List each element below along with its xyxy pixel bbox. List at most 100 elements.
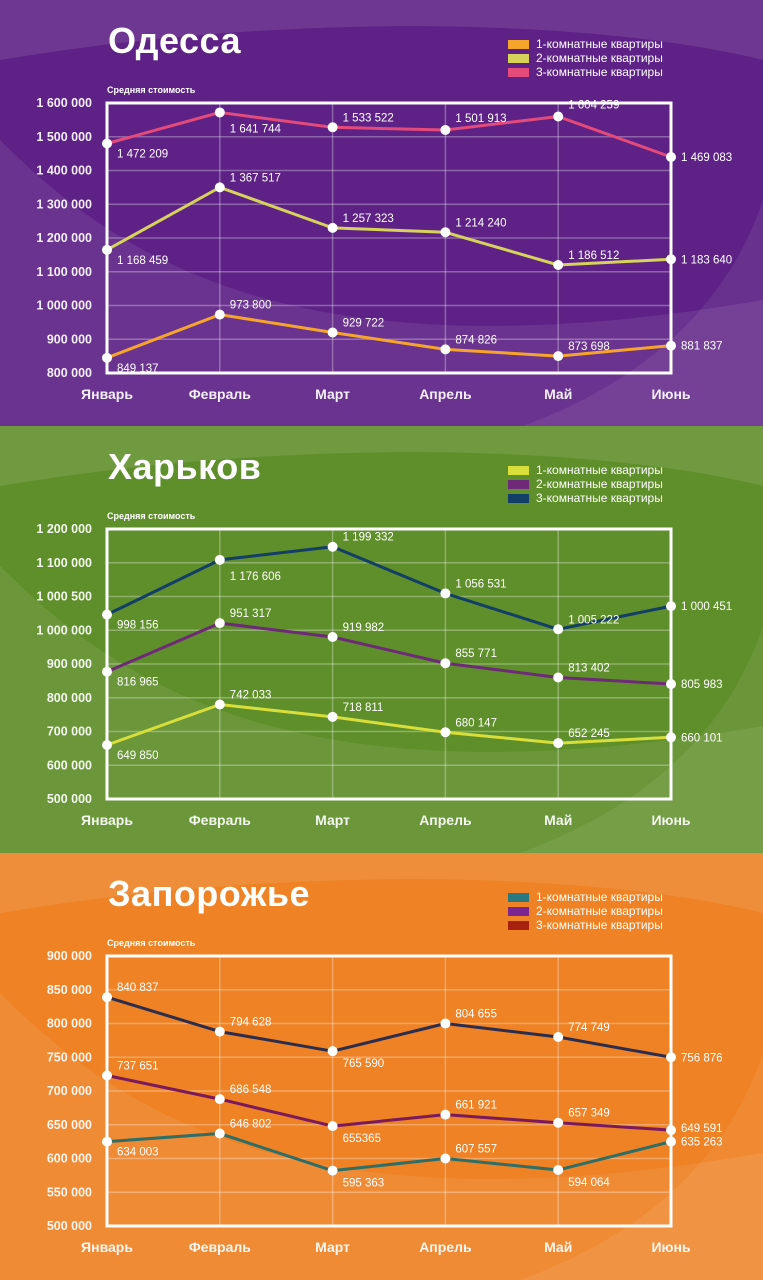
data-label: 1 183 640 (681, 254, 732, 266)
legend-item: 1-комнатные квартиры (508, 890, 663, 904)
data-point (553, 1164, 564, 1175)
y-tick-label: 1 100 000 (36, 265, 92, 279)
data-label: 742 033 (230, 690, 272, 702)
data-label: 874 826 (455, 334, 497, 346)
data-point (214, 1094, 225, 1105)
legend-label: 3-комнатные квартиры (536, 491, 663, 505)
data-point (214, 107, 225, 118)
data-label: 873 698 (568, 341, 610, 353)
series-line (106, 545, 672, 631)
y-tick-label: 1 100 000 (36, 556, 92, 570)
background-decoration (0, 853, 763, 1280)
series-line (106, 995, 672, 1059)
y-tick-label: 1 400 000 (36, 164, 92, 178)
data-label: 813 402 (568, 663, 610, 675)
data-point (553, 111, 564, 122)
legend-label: 1-комнатные квартиры (536, 37, 663, 51)
y-tick-label: 800 000 (47, 691, 92, 705)
y-axis-title: Средняя стоимость (107, 511, 196, 521)
legend: 1-комнатные квартиры 2-комнатные квартиры… (508, 463, 663, 505)
y-tick-label: 850 000 (47, 983, 92, 997)
legend: 1-комнатные квартиры 2-комнатные квартиры… (508, 890, 663, 932)
data-point (553, 738, 564, 749)
legend-item: 3-комнатные квартиры (508, 65, 663, 79)
data-point (440, 125, 451, 135)
y-tick-label: 1 000 000 (36, 623, 92, 637)
data-point (553, 351, 564, 362)
data-point (102, 1136, 112, 1147)
data-point (214, 554, 225, 565)
data-label: 1 533 522 (343, 112, 394, 124)
data-point (102, 666, 112, 677)
data-point (440, 1018, 451, 1029)
x-tick-label: Январь (81, 386, 133, 402)
data-point (327, 711, 338, 722)
y-tick-label: 700 000 (47, 1084, 92, 1098)
legend-item: 3-комнатные квартиры (508, 491, 663, 505)
legend-swatch (508, 67, 529, 77)
y-tick-label: 800 000 (47, 366, 92, 380)
data-label: 998 156 (117, 620, 159, 632)
data-point (214, 1026, 225, 1037)
data-label: 765 590 (343, 1058, 385, 1070)
data-point (327, 327, 338, 338)
data-label: 660 101 (681, 732, 723, 744)
legend-item: 2-комнатные квартиры (508, 51, 663, 65)
x-tick-label: Апрель (419, 812, 472, 828)
line-chart: Средняя стоимость 800 000 900 000 1 000 000… (36, 85, 732, 402)
chart-title: Запорожье (108, 873, 310, 914)
plot-frame (105, 954, 673, 1228)
data-point (553, 672, 564, 683)
x-tick-label: Июнь (651, 1239, 690, 1255)
data-label: 855 771 (455, 648, 497, 660)
legend-label: 2-комнатные квартиры (536, 904, 663, 918)
data-point (440, 344, 451, 355)
data-label: 1 257 323 (343, 213, 394, 225)
data-label: 1 472 209 (117, 149, 168, 161)
panel-zaporizhzhia: Запорожье 1-комнатные квартиры 2-комнатные… (0, 853, 763, 1280)
legend: 1-комнатные квартиры 2-комнатные квартиры… (508, 37, 663, 79)
plot-frame (105, 101, 673, 375)
data-label: 686 548 (230, 1084, 272, 1096)
data-point (327, 122, 338, 133)
series-line (106, 1132, 672, 1173)
data-label: 607 557 (455, 1144, 497, 1156)
data-point (666, 601, 676, 612)
data-point (102, 740, 112, 750)
y-tick-label: 1 600 000 (36, 96, 92, 110)
data-label: 840 837 (117, 982, 159, 994)
series-line (106, 703, 672, 747)
data-label: 794 628 (230, 1017, 272, 1029)
y-axis-title: Средняя стоимость (107, 85, 196, 95)
y-tick-label: 900 000 (47, 332, 92, 346)
legend-swatch (508, 53, 529, 63)
data-point (102, 609, 112, 620)
y-tick-label: 750 000 (47, 1050, 92, 1064)
data-point (440, 1109, 451, 1120)
data-point (666, 1136, 676, 1147)
series-line (106, 110, 672, 159)
data-point (666, 254, 676, 265)
y-tick-label: 600 000 (47, 758, 92, 772)
background-decoration (0, 426, 763, 853)
legend-swatch (508, 39, 529, 49)
data-label: 635 263 (681, 1137, 723, 1149)
data-label: 737 651 (117, 1060, 159, 1072)
data-point (327, 1165, 338, 1176)
series-line (106, 1074, 672, 1132)
y-tick-label: 1 200 000 (36, 231, 92, 245)
legend-label: 1-комнатные квартиры (536, 463, 663, 477)
data-label: 1 186 512 (568, 250, 619, 262)
y-tick-label: 1 200 000 (36, 522, 92, 536)
y-tick-label: 1 500 000 (36, 130, 92, 144)
data-label: 649 850 (117, 750, 159, 762)
legend-swatch (508, 920, 529, 930)
x-tick-label: Январь (81, 812, 133, 828)
x-tick-label: Май (544, 386, 572, 402)
legend-swatch (508, 892, 529, 902)
data-label: 774 749 (568, 1022, 610, 1034)
legend-label: 3-комнатные квартиры (536, 918, 663, 932)
x-tick-label: Апрель (419, 386, 472, 402)
x-tick-label: Март (315, 386, 350, 402)
